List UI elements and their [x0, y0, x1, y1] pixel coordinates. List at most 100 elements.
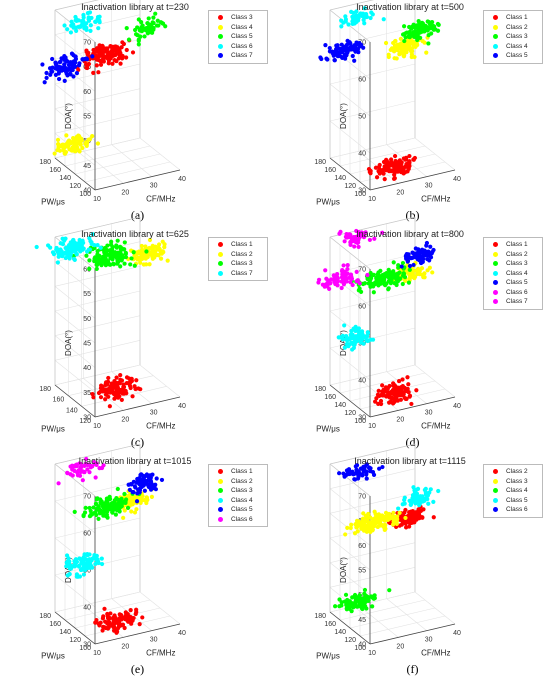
- legend-marker: [493, 469, 498, 475]
- data-point: [65, 245, 70, 250]
- data-point: [119, 258, 124, 263]
- data-point: [382, 177, 387, 182]
- data-point: [136, 17, 141, 22]
- data-point: [86, 16, 91, 22]
- data-point: [345, 266, 350, 272]
- data-point: [409, 401, 414, 407]
- z-axis-title: DOA(°): [64, 330, 73, 356]
- data-point: [107, 262, 112, 267]
- data-point: [414, 23, 419, 28]
- grid-line: [329, 493, 416, 514]
- data-point: [376, 512, 381, 517]
- data-point: [144, 481, 149, 486]
- data-point: [149, 249, 154, 255]
- data-point: [128, 262, 133, 267]
- data-point: [67, 147, 72, 152]
- data-point: [140, 615, 145, 620]
- data-point: [81, 572, 87, 577]
- data-point: [377, 466, 382, 471]
- data-point: [63, 69, 68, 74]
- y-axis-title: PW/μs: [41, 651, 65, 660]
- data-point: [359, 42, 364, 47]
- data-point: [356, 469, 361, 475]
- data-point: [423, 486, 428, 491]
- data-point: [82, 552, 87, 557]
- data-point: [114, 496, 119, 501]
- data-point: [79, 136, 84, 141]
- data-point: [148, 479, 154, 484]
- data-point: [400, 32, 406, 37]
- data-point: [394, 519, 399, 524]
- data-point: [90, 54, 95, 59]
- data-point: [427, 490, 432, 495]
- y-tick-label: 100: [354, 418, 366, 425]
- data-point: [110, 244, 115, 250]
- data-point: [419, 260, 424, 266]
- legend-item: Class 7: [487, 297, 539, 307]
- data-point: [355, 604, 360, 609]
- data-point: [395, 276, 400, 281]
- axis-edge: [329, 463, 371, 497]
- data-point: [345, 38, 350, 43]
- data-point: [137, 490, 142, 495]
- y-tick-label: 160: [49, 167, 61, 174]
- data-point: [83, 140, 89, 145]
- data-point: [118, 373, 123, 378]
- data-point: [56, 251, 61, 256]
- data-point: [367, 237, 372, 243]
- grid-line: [339, 372, 426, 394]
- data-point: [114, 617, 119, 622]
- y-axis: [54, 384, 96, 418]
- data-point: [421, 507, 426, 512]
- data-point: [381, 17, 386, 22]
- x-tick-label: 10: [368, 196, 376, 203]
- legend-item: Class 3: [487, 259, 539, 269]
- data-point: [355, 520, 360, 525]
- data-point: [112, 500, 117, 505]
- data-point: [400, 260, 406, 266]
- data-point: [101, 56, 106, 62]
- data-point: [428, 487, 433, 492]
- data-point: [364, 14, 369, 20]
- legend: Class 3 Class 4 Class 5 Class 6 Class 7: [208, 10, 268, 64]
- data-point: [111, 261, 116, 266]
- data-point: [127, 376, 132, 381]
- grid-line: [84, 615, 171, 637]
- legend-item: Class 1: [487, 13, 539, 23]
- data-point: [115, 238, 120, 243]
- legend-marker: [493, 280, 498, 286]
- z-axis-title: DOA(°): [339, 103, 348, 129]
- data-point: [336, 46, 341, 51]
- grid-line: [54, 591, 141, 613]
- data-point: [129, 256, 134, 261]
- x-tick-label: 20: [121, 189, 129, 196]
- data-point: [364, 462, 370, 467]
- data-point: [136, 38, 141, 43]
- data-point: [141, 262, 146, 267]
- legend-item: Class 4: [487, 269, 539, 279]
- x-tick-label: 40: [178, 176, 186, 183]
- data-point: [73, 56, 79, 62]
- x-tick-label: 20: [396, 416, 404, 423]
- data-point: [62, 238, 67, 243]
- data-point: [91, 395, 96, 400]
- data-point: [368, 270, 373, 276]
- data-point: [64, 142, 69, 147]
- legend: Class 1 Class 2 Class 3 Class 7: [208, 237, 268, 281]
- data-point: [401, 167, 406, 172]
- grid-line: [54, 310, 96, 344]
- data-point: [101, 505, 106, 510]
- data-point: [65, 559, 71, 564]
- data-point: [408, 502, 413, 507]
- data-point: [395, 163, 400, 168]
- series-class-4: [52, 133, 101, 156]
- data-point: [128, 616, 133, 621]
- data-point: [347, 599, 352, 604]
- data-point: [71, 256, 77, 261]
- data-point: [63, 250, 68, 255]
- data-point: [339, 42, 344, 47]
- data-point: [144, 497, 149, 503]
- data-point: [68, 464, 73, 469]
- data-point: [358, 340, 364, 345]
- data-point: [420, 26, 425, 31]
